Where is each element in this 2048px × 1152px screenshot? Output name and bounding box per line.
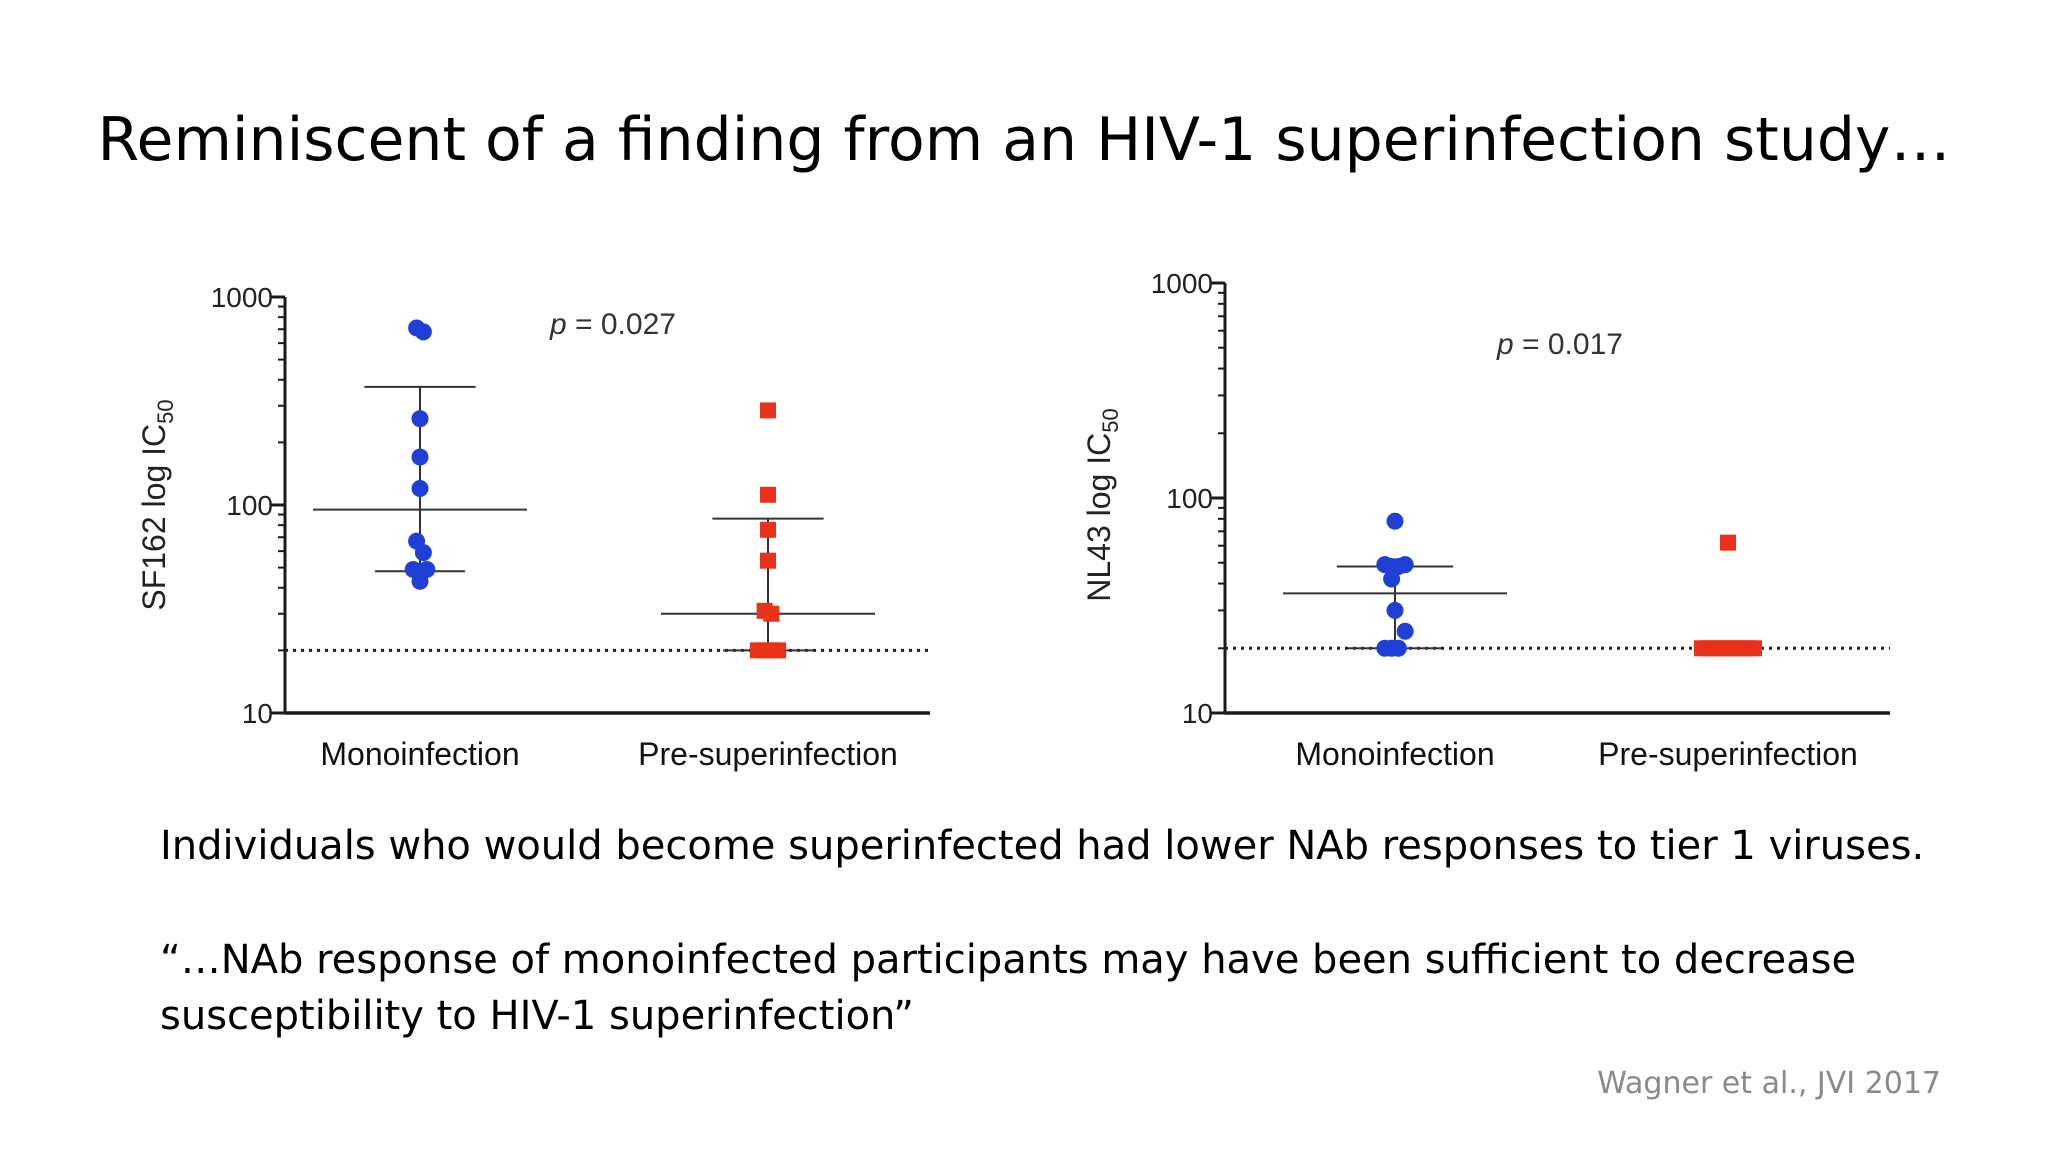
data-point-circle — [1389, 558, 1407, 576]
data-point-circle — [1396, 622, 1414, 640]
data-point-circle — [411, 448, 429, 466]
y-axis-label: NL43 log IC50 — [1081, 408, 1123, 601]
x-category-label: Monoinfection — [1295, 736, 1494, 772]
data-point-square — [760, 486, 776, 503]
data-point-square — [760, 521, 776, 538]
data-point-square — [760, 552, 776, 569]
quote-line-2: susceptibility to HIV-1 superinfection” — [160, 993, 914, 1039]
data-point-circle — [1389, 639, 1407, 657]
data-point-circle — [1386, 512, 1404, 530]
y-axis-label-subscript: 50 — [1098, 408, 1123, 432]
y-tick-label: 10 — [242, 698, 273, 729]
y-tick-label: 10 — [1182, 698, 1213, 729]
y-tick-label: 100 — [1166, 483, 1213, 514]
chart-nl43: 10 100 1000 NL43 log IC50 Monoinfection Pre-s… — [1081, 268, 1890, 772]
data-point-circle — [1386, 601, 1404, 619]
data-point-circle — [414, 544, 432, 562]
finding-text: Individuals who would become superinfect… — [160, 823, 1925, 869]
p-symbol: p — [1496, 328, 1514, 361]
data-point-circle — [414, 323, 432, 341]
data-point-square — [763, 605, 780, 622]
y-tick-label: 1000 — [211, 282, 273, 313]
x-category-label: Pre-superinfection — [1598, 736, 1858, 772]
p-value: = 0.027 — [567, 308, 676, 341]
y-axis-label: SF162 log IC50 — [136, 399, 178, 610]
data-point-square — [1746, 640, 1762, 657]
p-symbol: p — [549, 308, 567, 341]
p-value-annotation: p = 0.027 — [549, 308, 676, 341]
y-axis-label-subscript: 50 — [153, 399, 178, 423]
y-tick-label: 100 — [226, 490, 273, 521]
data-point-circle — [411, 572, 429, 590]
p-value: = 0.017 — [1514, 328, 1623, 361]
citation: Wagner et al., JVI 2017 — [1597, 1066, 1941, 1101]
data-point-circle — [411, 410, 429, 428]
x-category-label: Pre-superinfection — [638, 736, 898, 772]
data-point-square — [770, 642, 787, 659]
chart-sf162: 10 100 1000 SF162 log IC50 Monoinfection Pre-… — [136, 282, 930, 772]
quote-line-1: “…NAb response of monoinfected participa… — [160, 937, 1857, 983]
y-axis-label-main: SF162 log IC — [136, 424, 172, 611]
y-axis-label-main: NL43 log IC — [1081, 433, 1117, 602]
data-point-square — [1720, 534, 1736, 551]
data-point-circle — [411, 480, 429, 498]
p-value-annotation: p = 0.017 — [1496, 328, 1623, 361]
data-point-circle — [1383, 570, 1401, 588]
data-point-square — [760, 402, 776, 419]
y-tick-label: 1000 — [1151, 268, 1213, 299]
slide-title: Reminiscent of a finding from an HIV-1 s… — [97, 105, 1951, 175]
x-category-label: Monoinfection — [320, 736, 519, 772]
